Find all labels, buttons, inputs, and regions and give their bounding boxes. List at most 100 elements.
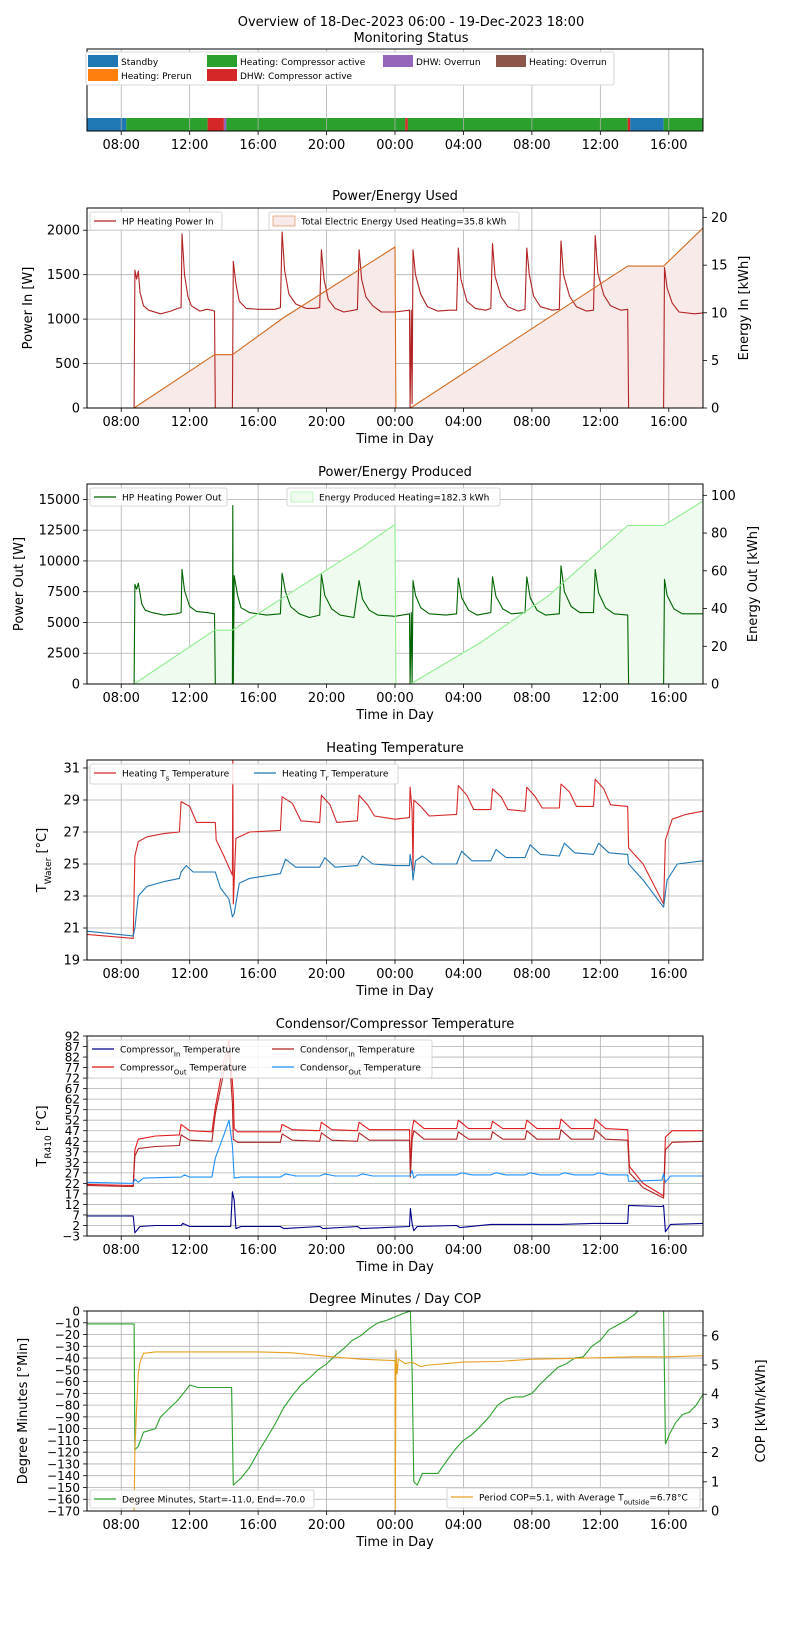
y-tick-label: 47 xyxy=(65,1124,80,1138)
panel-title: Power/Energy Produced xyxy=(318,465,472,480)
x-tick-label: 04:00 xyxy=(445,1518,482,1533)
y-tick-label: 2 xyxy=(72,1219,80,1233)
x-tick-label: 16:00 xyxy=(239,967,276,982)
panel-2: Power/Energy Produced 0 2500 5000 7500 10000 1… xyxy=(12,465,761,723)
x-tick-label: 12:00 xyxy=(171,1243,208,1258)
y-axis-label: Power Out [W] xyxy=(12,537,27,631)
x-tick-label: 16:00 xyxy=(239,1243,276,1258)
y2-tick-label: 0 xyxy=(711,1505,719,1520)
legend-swatch xyxy=(88,69,118,81)
y-tick-label: 21 xyxy=(63,922,80,937)
x-tick-label: 04:00 xyxy=(445,967,482,982)
y-tick-label: −40 xyxy=(55,1352,80,1366)
x-tick-label: 08:00 xyxy=(513,967,550,982)
y2-tick-label: 10 xyxy=(711,306,728,321)
y-tick-label: 57 xyxy=(65,1103,80,1117)
status-segment xyxy=(630,118,664,131)
legend-label: CondensorIn Temperature xyxy=(300,1046,415,1059)
y-tick-label: 23 xyxy=(63,890,80,905)
x-tick-label: 20:00 xyxy=(308,1518,345,1533)
plot-area xyxy=(87,760,703,939)
legend-swatch xyxy=(290,491,314,503)
plot-area xyxy=(87,1311,703,1511)
y-tick-label: 10000 xyxy=(39,554,80,569)
x-tick-label: 00:00 xyxy=(376,415,413,430)
x-tick-label: 12:00 xyxy=(582,1243,619,1258)
x-tick-label: 08:00 xyxy=(513,691,550,706)
y2-tick-label: 6 xyxy=(711,1329,719,1344)
y-tick-label: 67 xyxy=(65,1082,80,1096)
x-tick-label: 16:00 xyxy=(239,138,276,153)
y-tick-label: 42 xyxy=(65,1135,80,1149)
x-tick-label: 00:00 xyxy=(376,967,413,982)
x-tick-label: 12:00 xyxy=(582,967,619,982)
x-tick-label: 12:00 xyxy=(582,691,619,706)
x-tick-label: 16:00 xyxy=(650,1243,687,1258)
x-tick-label: 04:00 xyxy=(445,138,482,153)
panel-title: Heating Temperature xyxy=(326,741,463,756)
y2-tick-label: 80 xyxy=(711,527,728,542)
status-segment xyxy=(405,118,408,131)
y-tick-label: 37 xyxy=(65,1145,80,1159)
y-tick-label: −110 xyxy=(47,1434,80,1448)
y2-tick-label: 40 xyxy=(711,602,728,617)
legend-label: Period COP=5.1, with Average Toutside=6.… xyxy=(479,1494,688,1507)
status-segment xyxy=(663,118,703,131)
panel-4: Condensor/Compressor Temperature−3271217… xyxy=(35,1017,704,1275)
x-tick-label: 08:00 xyxy=(102,138,139,153)
y-tick-label: −120 xyxy=(47,1446,80,1460)
legend-label: Heating: Overrun xyxy=(529,58,607,68)
legend-swatch xyxy=(383,55,413,67)
y-tick-label: 27 xyxy=(65,1166,80,1180)
series-line xyxy=(87,227,703,408)
y2-tick-label: 60 xyxy=(711,564,728,579)
x-tick-label: 08:00 xyxy=(102,1518,139,1533)
x-tick-label: 04:00 xyxy=(445,1243,482,1258)
x-tick-label: 00:00 xyxy=(376,691,413,706)
x-tick-label: 08:00 xyxy=(513,1243,550,1258)
x-tick-label: 16:00 xyxy=(239,415,276,430)
y-tick-label: −60 xyxy=(55,1375,80,1389)
status-segment xyxy=(226,118,406,131)
x-tick-label: 12:00 xyxy=(171,967,208,982)
y2-axis-label: Energy In [kWh] xyxy=(737,256,752,361)
x-tick-label: 12:00 xyxy=(582,138,619,153)
y2-tick-label: 1 xyxy=(711,1475,719,1490)
y2-tick-label: 5 xyxy=(711,354,719,369)
legend-label: DHW: Overrun xyxy=(416,58,481,68)
legend-swatch xyxy=(88,55,118,67)
legend-label: Heating: Compressor active xyxy=(240,58,366,68)
plot-area xyxy=(87,500,703,684)
plot-area xyxy=(87,1039,703,1234)
status-segment xyxy=(627,118,631,131)
legend-label: Energy Produced Heating=182.3 kWh xyxy=(319,494,489,504)
y-tick-label: −150 xyxy=(47,1481,80,1495)
x-axis-label: Time in Day xyxy=(355,708,434,723)
x-tick-label: 16:00 xyxy=(650,691,687,706)
x-tick-label: 12:00 xyxy=(171,1518,208,1533)
x-tick-label: 04:00 xyxy=(445,691,482,706)
y2-tick-label: 15 xyxy=(711,259,728,274)
y-tick-label: −90 xyxy=(55,1410,80,1424)
x-tick-label: 08:00 xyxy=(513,138,550,153)
x-tick-label: 04:00 xyxy=(445,415,482,430)
plot-area xyxy=(87,227,703,408)
legend-box xyxy=(89,487,228,507)
status-segment xyxy=(223,118,227,131)
legend-label: CompressorIn Temperature xyxy=(120,1046,241,1059)
x-tick-label: 12:00 xyxy=(582,415,619,430)
x-tick-label: 12:00 xyxy=(171,691,208,706)
panel-title: Condensor/Compressor Temperature xyxy=(276,1017,515,1032)
y-tick-label: 19 xyxy=(63,954,80,969)
series-line xyxy=(87,1191,703,1234)
y-tick-label: 27 xyxy=(63,826,80,841)
y-tick-label: −130 xyxy=(47,1457,80,1471)
x-tick-label: 08:00 xyxy=(102,1243,139,1258)
x-tick-label: 08:00 xyxy=(513,415,550,430)
series-line xyxy=(87,1050,703,1199)
legend-box xyxy=(268,211,520,231)
chart-panels: Standby Heating: Prerun Heating: Compresso… xyxy=(12,48,769,1550)
x-tick-label: 00:00 xyxy=(376,1518,413,1533)
y-tick-label: 52 xyxy=(65,1114,80,1128)
y-tick-label: −70 xyxy=(55,1387,80,1401)
